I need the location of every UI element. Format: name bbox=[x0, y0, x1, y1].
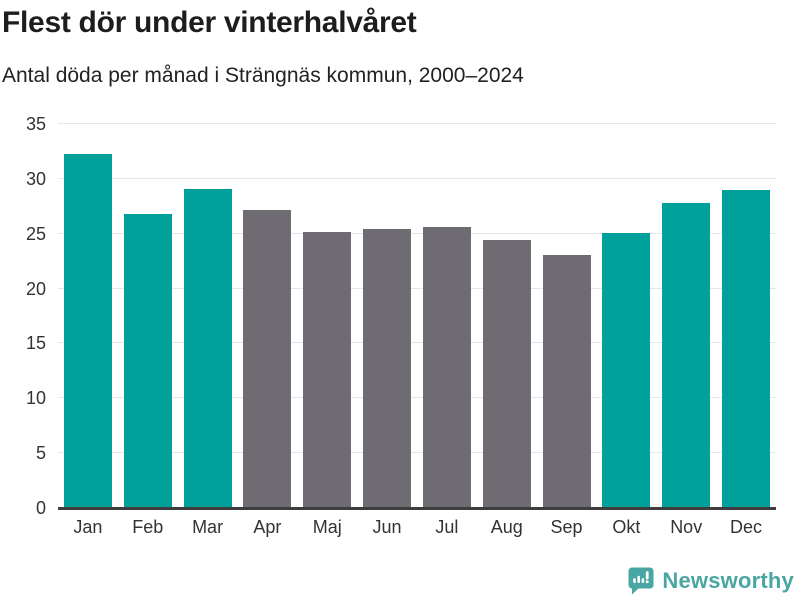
y-tick-label-35: 35 bbox=[25, 114, 46, 134]
newsworthy-wordmark: Newsworthy bbox=[662, 568, 794, 593]
bar-slot-mar bbox=[178, 123, 238, 507]
chart-title: Flest dör under vinterhalvåret bbox=[2, 6, 417, 39]
bar-slot-okt bbox=[596, 123, 656, 507]
bar-okt bbox=[602, 232, 651, 507]
x-tick-label-dec: Dec bbox=[730, 517, 763, 537]
x-tick-label-apr: Apr bbox=[253, 517, 282, 537]
y-tick-label-20: 20 bbox=[25, 278, 46, 299]
x-tick-label-jul: Jul bbox=[435, 517, 459, 537]
bar-slot-sep bbox=[537, 123, 597, 507]
x-tick-label-jan: Jan bbox=[73, 517, 103, 537]
bar-series bbox=[58, 123, 776, 507]
gridline-25 bbox=[58, 232, 776, 234]
gridline-10 bbox=[58, 397, 776, 399]
bar-nov bbox=[662, 203, 711, 507]
x-tick-label-jun: Jun bbox=[372, 517, 402, 537]
x-tick-label-nov: Nov bbox=[670, 517, 703, 537]
x-axis: Jan Feb Mar Apr Maj Jun Jul Aug Sep Okt Nov Dec bbox=[58, 517, 776, 538]
x-tick-label-okt: Okt bbox=[612, 517, 641, 537]
x-tick-label-feb: Feb bbox=[132, 517, 164, 537]
gridline-30 bbox=[58, 177, 776, 179]
bar-slot-jan bbox=[58, 123, 118, 507]
bar-jul bbox=[422, 227, 471, 507]
bar-dec bbox=[722, 189, 771, 507]
bar-slot-jun bbox=[357, 123, 417, 507]
bar-slot-feb bbox=[118, 123, 178, 507]
newsworthy-logo: Newsworthy bbox=[627, 566, 794, 596]
y-tick-label-30: 30 bbox=[25, 168, 46, 189]
plot-area bbox=[58, 123, 776, 510]
gridline-15 bbox=[58, 342, 776, 344]
bar-aug bbox=[482, 240, 531, 507]
y-tick-label-25: 25 bbox=[25, 223, 46, 244]
chart-subtitle: Antal döda per månad i Strängnäs kommun,… bbox=[2, 64, 524, 87]
bar-mar bbox=[183, 188, 232, 507]
x-tick-label-aug: Aug bbox=[490, 517, 523, 537]
x-tick-label-mar: Mar bbox=[192, 517, 224, 537]
bar-slot-dec bbox=[716, 123, 776, 507]
bar-chart-speech-bubble-icon bbox=[627, 566, 655, 596]
y-tick-label-0: 0 bbox=[35, 498, 46, 518]
bar-slot-nov bbox=[656, 123, 716, 507]
bar-slot-maj bbox=[297, 123, 357, 507]
x-tick-label-sep: Sep bbox=[550, 517, 583, 537]
bar-maj bbox=[303, 231, 352, 507]
y-tick-label-10: 10 bbox=[25, 388, 46, 409]
bar-apr bbox=[243, 209, 292, 507]
bar-jun bbox=[363, 229, 412, 507]
bar-sep bbox=[542, 254, 591, 507]
gridline-35 bbox=[58, 123, 776, 124]
y-tick-label-5: 5 bbox=[35, 443, 46, 464]
x-tick-label-maj: Maj bbox=[312, 517, 342, 537]
bar-slot-apr bbox=[237, 123, 297, 507]
y-tick-label-15: 15 bbox=[25, 333, 46, 354]
bar-slot-aug bbox=[477, 123, 537, 507]
bar-slot-jul bbox=[417, 123, 477, 507]
gridline-5 bbox=[58, 452, 776, 454]
gridline-20 bbox=[58, 287, 776, 289]
bar-feb bbox=[123, 214, 172, 507]
bar-jan bbox=[63, 153, 112, 507]
